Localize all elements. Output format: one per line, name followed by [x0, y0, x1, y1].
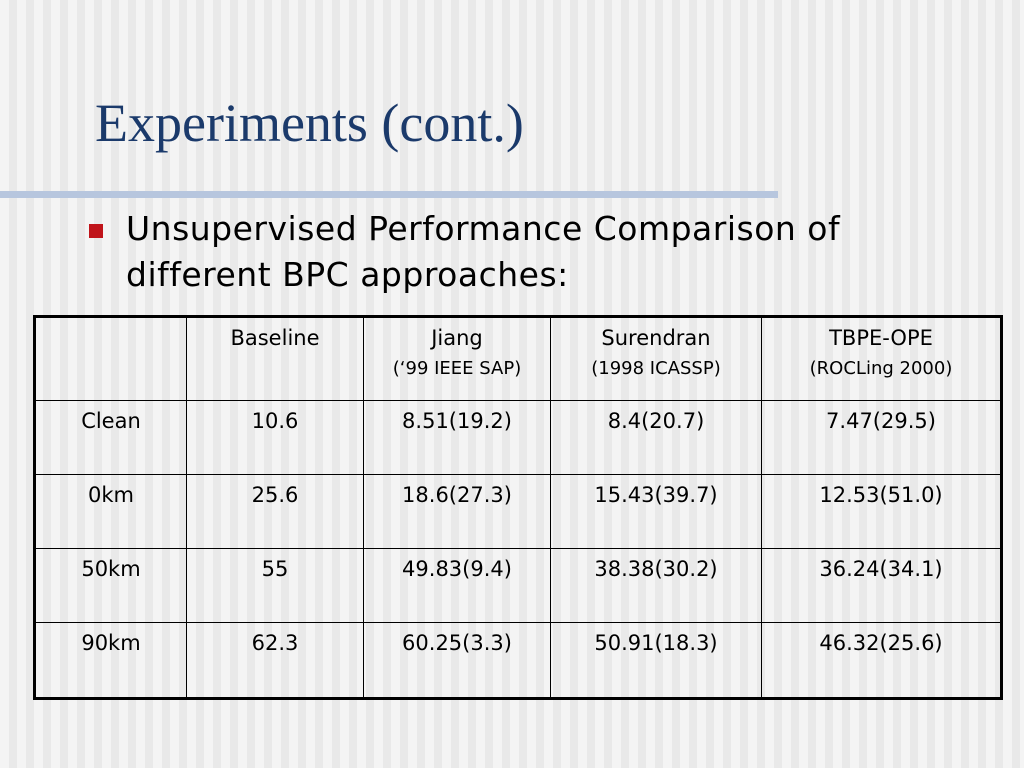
- table-cell: 49.83(9.4): [363, 547, 551, 623]
- table-cell: 38.38(30.2): [550, 547, 762, 623]
- table-row: 50km 55 49.83(9.4) 38.38(30.2) 36.24(34.1): [34, 547, 1002, 623]
- table-row: 0km 25.6 18.6(27.3) 15.43(39.7) 12.53(51.0): [34, 473, 1002, 549]
- row-label: 0km: [34, 473, 187, 549]
- row-label: 90km: [34, 621, 187, 700]
- table-cell: 8.51(19.2): [363, 400, 551, 475]
- header-note: (‘99 IEEE SAP): [392, 358, 522, 379]
- table-cell: 8.4(20.7): [550, 400, 762, 475]
- header-cell: Surendran (1998 ICASSP): [550, 316, 762, 401]
- table-cell: 46.32(25.6): [761, 621, 1002, 700]
- header-title: Surendran: [601, 326, 711, 350]
- header-title: Baseline: [230, 326, 320, 350]
- bullet-marker: [89, 224, 103, 238]
- table-row: Clean 10.6 8.51(19.2) 8.4(20.7) 7.47(29.5): [34, 400, 1002, 475]
- table-cell: 7.47(29.5): [761, 400, 1002, 475]
- results-table: Baseline Jiang (‘99 IEEE SAP) Surendran (199…: [33, 315, 1003, 700]
- row-label: 50km: [34, 547, 187, 623]
- header-note: (1998 ICASSP): [591, 358, 721, 379]
- table-cell: 60.25(3.3): [363, 621, 551, 700]
- table-cell: 55: [186, 547, 364, 623]
- slide-title: Experiments (cont.): [95, 93, 524, 153]
- header-title: Jiang: [431, 326, 483, 350]
- header-cell: Baseline: [186, 316, 364, 401]
- corner-cell: [34, 316, 187, 401]
- table-row: 90km 62.3 60.25(3.3) 50.91(18.3) 46.32(25.6): [34, 621, 1002, 700]
- header-title: TBPE-OPE: [829, 326, 933, 350]
- table-cell: 12.53(51.0): [761, 473, 1002, 549]
- table-cell: 50.91(18.3): [550, 621, 762, 700]
- header-note: (ROCLing 2000): [809, 358, 953, 379]
- bullet-text: Unsupervised Performance Comparison of d…: [126, 209, 841, 294]
- table-cell: 25.6: [186, 473, 364, 549]
- row-label: Clean: [34, 400, 187, 475]
- header-row: Baseline Jiang (‘99 IEEE SAP) Surendran (199…: [34, 316, 1002, 401]
- title-rule: [0, 191, 778, 198]
- header-cell: Jiang (‘99 IEEE SAP): [363, 316, 551, 401]
- table-cell: 62.3: [186, 621, 364, 700]
- table-cell: 18.6(27.3): [363, 473, 551, 549]
- table-cell: 36.24(34.1): [761, 547, 1002, 623]
- table-cell: 15.43(39.7): [550, 473, 762, 549]
- table-body: Clean 10.6 8.51(19.2) 8.4(20.7) 7.47(29.5) 0k…: [34, 400, 1002, 700]
- header-cell: TBPE-OPE (ROCLing 2000): [761, 316, 1002, 401]
- table-cell: 10.6: [186, 400, 364, 475]
